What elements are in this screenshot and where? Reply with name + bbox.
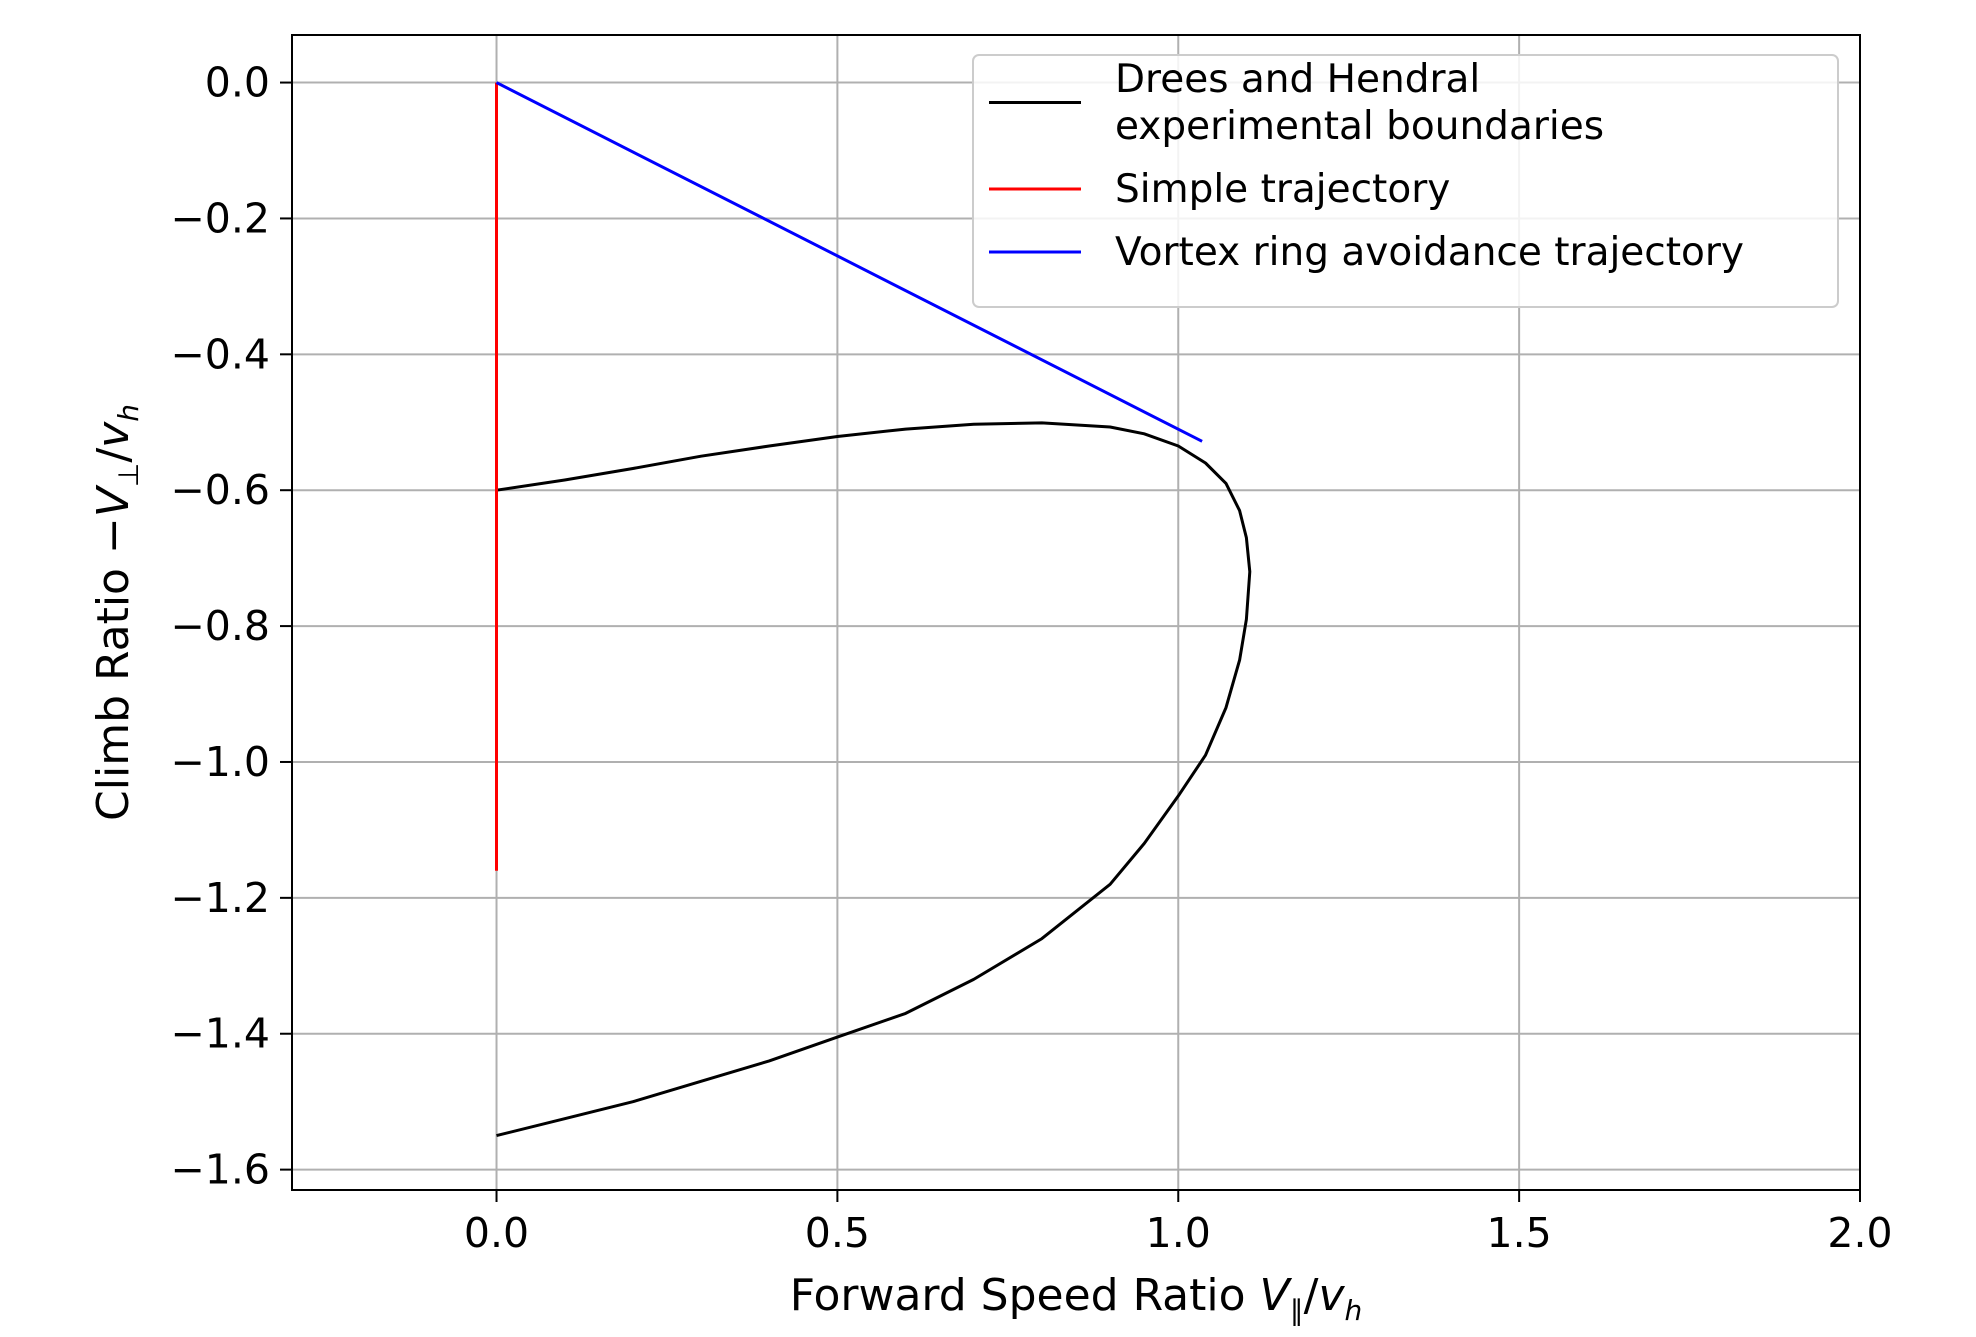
series-layer [495, 81, 1252, 1138]
x-tick-label: 1.5 [1487, 1209, 1552, 1257]
x-tick-label: 0.0 [464, 1209, 529, 1257]
y-tick-label: 0.0 [205, 59, 270, 107]
y-tick-label: −0.8 [170, 602, 270, 650]
y-tick-label: −1.2 [170, 874, 270, 922]
x-tick-label: 2.0 [1827, 1209, 1892, 1257]
series-line-drees-and-hendral-experimental-boundaries [496, 421, 1252, 1138]
y-tick-label: −0.2 [170, 194, 270, 242]
legend-label-vortex-ring-avoidance-trajectory: Vortex ring avoidance trajectory [1115, 230, 1744, 275]
legend-box [972, 54, 1839, 308]
legend-label-drees-and-hendral-experimental-boundaries: Drees and Hendral [1115, 57, 1480, 102]
series-line-vortex-ring-avoidance-trajectory [495, 81, 1203, 443]
legend-label-simple-trajectory: Simple trajectory [1115, 167, 1450, 212]
ticks: 0.0 0.5 1.0 1.5 2.0 0.0 −0.2 −0.4 −0.6 −0.8 −1.0 −1… [170, 59, 1892, 1257]
x-tick-label: 1.0 [1146, 1209, 1211, 1257]
y-tick-label: −1.6 [170, 1146, 270, 1194]
legend-label-drees-and-hendral-experimental-boundaries: experimental boundaries [1115, 104, 1604, 149]
y-tick-label: −1.0 [170, 738, 270, 786]
x-tick-label: 0.5 [805, 1209, 870, 1257]
y-tick-label: −1.4 [170, 1010, 270, 1058]
y-tick-label: −0.4 [170, 330, 270, 378]
y-tick-label: −0.6 [170, 466, 270, 514]
plot-frame [291, 34, 1861, 1191]
y-axis-label: Climb Ratio −V⊥/vh [88, 404, 145, 821]
x-axis-label: Forward Speed Ratio V∥/vh [790, 1270, 1363, 1327]
